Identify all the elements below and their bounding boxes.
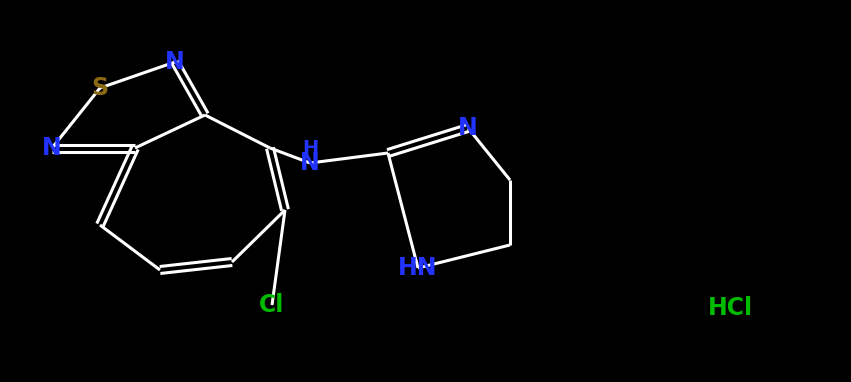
Text: N: N	[43, 136, 62, 160]
Text: Cl: Cl	[260, 293, 285, 317]
Text: N: N	[458, 116, 478, 140]
Text: HCl: HCl	[707, 296, 752, 320]
Text: N: N	[300, 151, 320, 175]
Text: N: N	[165, 50, 185, 74]
Text: H: H	[302, 139, 318, 159]
Text: HN: HN	[398, 256, 437, 280]
Text: S: S	[91, 76, 109, 100]
